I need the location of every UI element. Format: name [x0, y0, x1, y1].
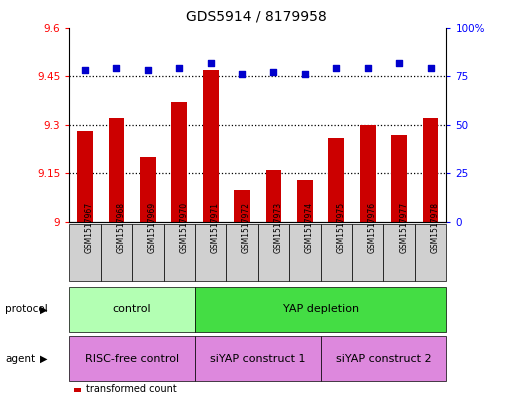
Text: GSM1517971: GSM1517971	[211, 202, 220, 252]
Text: GSM1517969: GSM1517969	[148, 201, 157, 252]
Point	[426, 65, 435, 72]
Bar	[423, 118, 439, 222]
Text: transformed count: transformed count	[86, 384, 177, 393]
Point	[112, 65, 121, 72]
Point	[301, 71, 309, 77]
Point	[269, 69, 278, 75]
Text: GSM1517972: GSM1517972	[242, 202, 251, 252]
Point	[81, 67, 89, 73]
Text: GSM1517968: GSM1517968	[116, 202, 125, 252]
Point	[144, 67, 152, 73]
Point	[207, 59, 215, 66]
Bar	[297, 180, 313, 222]
Text: control: control	[113, 305, 151, 314]
Text: siYAP construct 1: siYAP construct 1	[210, 354, 306, 364]
Text: GSM1517974: GSM1517974	[305, 201, 314, 252]
Bar	[109, 118, 124, 222]
Text: GSM1517977: GSM1517977	[399, 201, 408, 252]
Bar	[140, 157, 155, 222]
Bar	[203, 70, 219, 222]
Text: RISC-free control: RISC-free control	[85, 354, 179, 364]
Point	[395, 59, 403, 66]
Bar	[171, 102, 187, 222]
Bar	[328, 138, 344, 222]
Text: ▶: ▶	[40, 305, 47, 314]
Text: GSM1517976: GSM1517976	[368, 201, 377, 252]
Text: GSM1517975: GSM1517975	[337, 201, 345, 252]
Text: protocol: protocol	[5, 305, 48, 314]
Bar	[77, 131, 93, 222]
Text: YAP depletion: YAP depletion	[283, 305, 359, 314]
Text: GSM1517967: GSM1517967	[85, 201, 94, 252]
Text: agent: agent	[5, 354, 35, 364]
Bar	[266, 170, 281, 222]
Text: GSM1517978: GSM1517978	[430, 202, 440, 252]
Bar	[360, 125, 376, 222]
Text: GSM1517973: GSM1517973	[273, 201, 283, 252]
Point	[364, 65, 372, 72]
Point	[332, 65, 341, 72]
Text: GSM1517970: GSM1517970	[179, 201, 188, 252]
Text: ▶: ▶	[40, 354, 47, 364]
Text: siYAP construct 2: siYAP construct 2	[336, 354, 431, 364]
Point	[238, 71, 246, 77]
Point	[175, 65, 183, 72]
Bar	[234, 190, 250, 222]
Bar	[391, 134, 407, 222]
Text: GDS5914 / 8179958: GDS5914 / 8179958	[186, 10, 327, 24]
